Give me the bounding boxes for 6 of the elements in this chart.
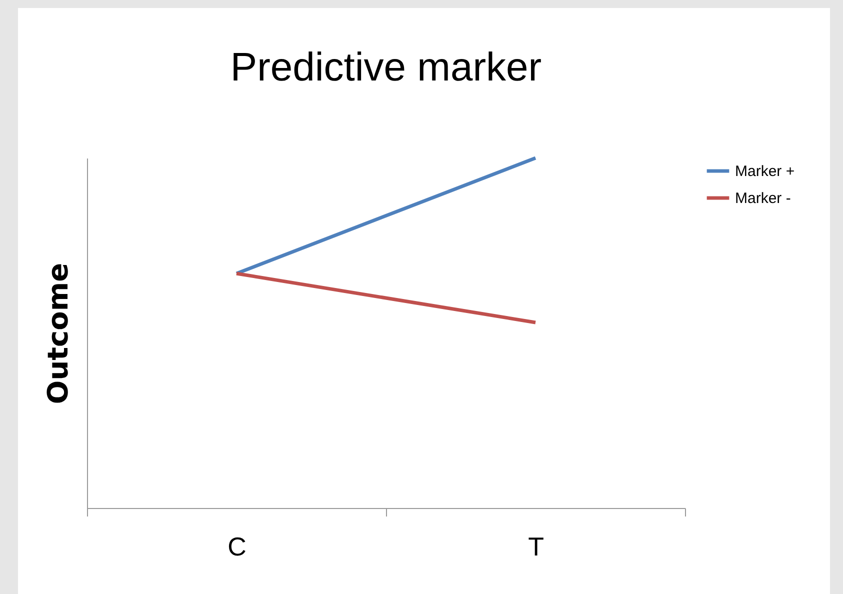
y-axis-title: Outcome	[42, 262, 74, 404]
x-tick-label: C	[228, 532, 246, 562]
legend-label: Marker +	[735, 163, 795, 180]
legend-label: Marker -	[735, 190, 791, 207]
chart-title: Predictive marker	[230, 45, 542, 90]
x-tick-label: T	[528, 532, 544, 562]
